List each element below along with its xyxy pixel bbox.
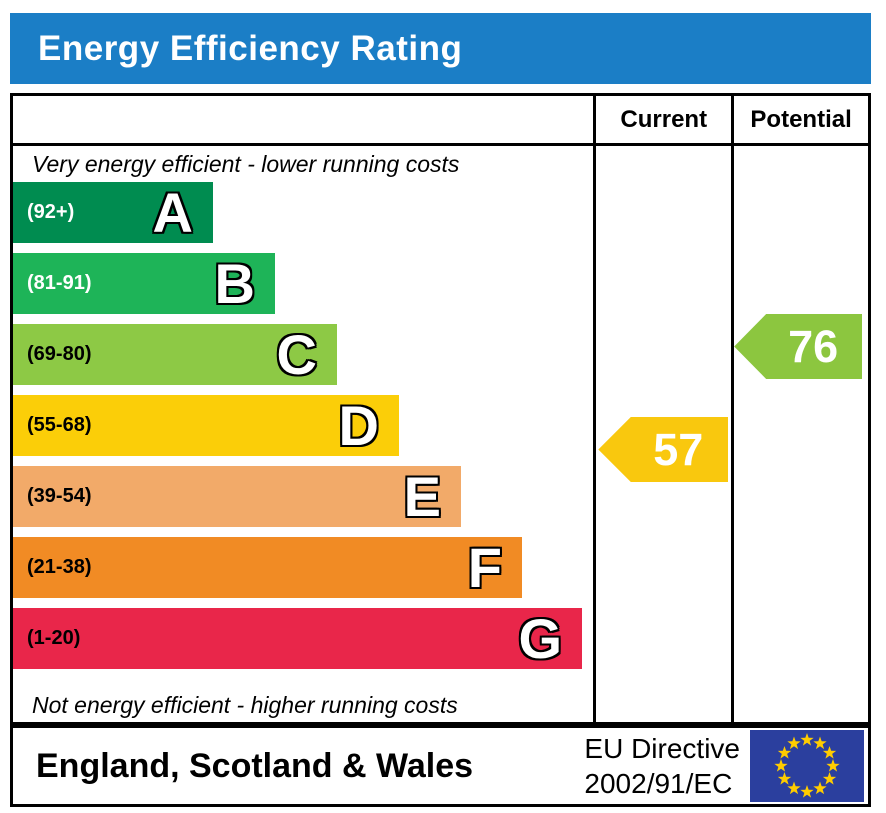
band-row-f: (21-38) F xyxy=(13,537,522,598)
band-range-label: (92+) xyxy=(27,201,75,223)
eu-flag-star xyxy=(774,759,788,772)
potential-column: 76 xyxy=(731,146,868,722)
band-range-label: (39-54) xyxy=(27,485,92,507)
band-letter: D xyxy=(338,394,379,457)
table-header-row: Current Potential xyxy=(13,96,868,146)
caption-bottom: Not energy efficient - higher running co… xyxy=(32,692,458,718)
footer: England, Scotland & Wales EU Directive 2… xyxy=(10,725,871,807)
eu-flag-star xyxy=(813,736,827,750)
epc-chart: Energy Efficiency Rating Current Potenti… xyxy=(10,13,871,807)
band-range-label: (55-68) xyxy=(27,414,92,436)
potential-rating-value: 76 xyxy=(788,320,839,372)
band-row-e: (39-54) E xyxy=(13,466,461,527)
eu-flag-star xyxy=(777,772,792,785)
potential-column-header: Potential xyxy=(731,96,868,143)
current-column-header: Current xyxy=(593,96,731,143)
band-letter: B xyxy=(214,252,255,315)
current-column: 57 xyxy=(593,146,731,722)
bands-area: Very energy efficient - lower running co… xyxy=(13,146,593,722)
chart-title-bar: Energy Efficiency Rating xyxy=(10,13,871,84)
band-row-g: (1-20) G xyxy=(13,608,582,669)
table-body-row: Very energy efficient - lower running co… xyxy=(13,146,868,722)
header-spacer-cell xyxy=(13,96,593,143)
band-range-label: (1-20) xyxy=(27,627,81,649)
band-row-b: (81-91) B xyxy=(13,253,275,314)
current-rating-arrow: 57 xyxy=(598,417,729,482)
band-range-label: (81-91) xyxy=(27,272,92,294)
band-letter: E xyxy=(403,465,441,528)
eu-flag-star xyxy=(800,733,814,746)
band-row-d: (55-68) D xyxy=(13,395,399,456)
rating-table: Current Potential Very energy efficient … xyxy=(10,93,871,725)
band-letter: C xyxy=(276,323,317,386)
band-row-a: (92+) A xyxy=(13,182,213,243)
band-letter: F xyxy=(467,536,502,599)
page-title: Energy Efficiency Rating xyxy=(38,28,463,68)
eu-flag-star xyxy=(826,759,840,772)
eu-flag-star xyxy=(822,746,837,759)
caption-top: Very energy efficient - lower running co… xyxy=(32,150,460,177)
band-letter: G xyxy=(518,607,562,670)
region-label: England, Scotland & Wales xyxy=(36,746,474,785)
eu-directive-line1: EU Directive xyxy=(584,733,740,764)
eu-flag-star xyxy=(787,736,801,750)
band-letter: A xyxy=(152,181,193,244)
eu-flag-star xyxy=(822,772,837,785)
current-rating-value: 57 xyxy=(653,423,704,475)
eu-directive-label: EU Directive 2002/91/EC xyxy=(584,731,740,801)
eu-flag-star xyxy=(813,781,827,795)
band-row-c: (69-80) C xyxy=(13,324,337,385)
eu-flag-icon xyxy=(750,730,864,802)
potential-rating-arrow: 76 xyxy=(734,314,863,379)
eu-flag-star xyxy=(800,785,814,798)
eu-flag-star xyxy=(777,746,792,759)
eu-directive-line2: 2002/91/EC xyxy=(584,768,733,799)
band-range-label: (69-80) xyxy=(27,343,92,365)
eu-flag-star xyxy=(787,781,801,795)
band-range-label: (21-38) xyxy=(27,556,92,578)
